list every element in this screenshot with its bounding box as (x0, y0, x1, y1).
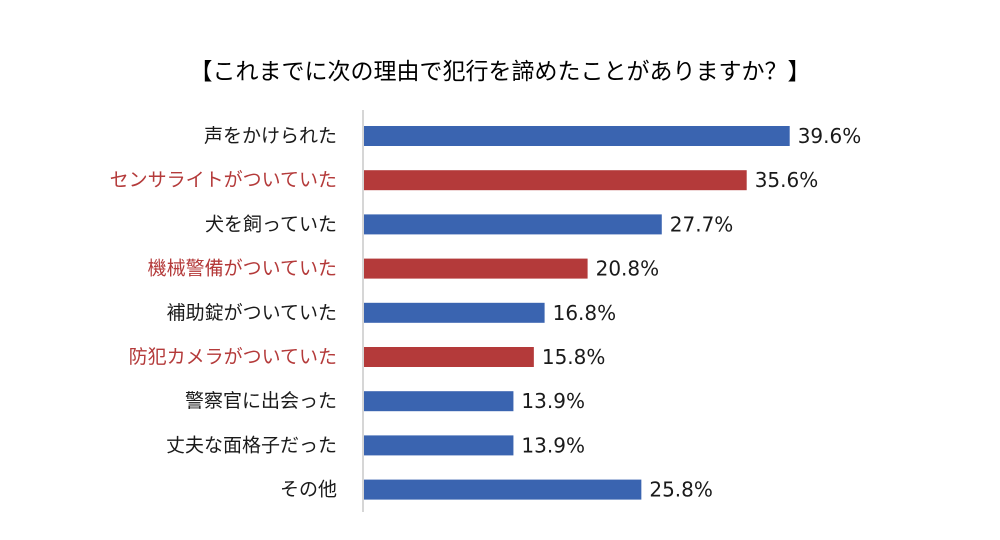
value-label: 39.6% (798, 124, 862, 148)
bar (364, 214, 662, 235)
category-label: センサライトがついていた (110, 169, 337, 191)
value-label: 16.8% (553, 301, 617, 325)
category-label: 警察官に出会った (185, 390, 337, 412)
value-label: 20.8% (596, 257, 660, 281)
bar (364, 302, 545, 323)
bar (364, 479, 642, 500)
category-label: 機械警備がついていた (148, 258, 337, 280)
bar (364, 391, 514, 412)
value-label: 13.9% (521, 433, 585, 457)
value-label: 25.8% (649, 478, 713, 502)
value-label: 27.7% (670, 212, 734, 236)
category-label: 防犯カメラがついていた (129, 346, 337, 368)
bar (364, 258, 588, 279)
bar (364, 170, 747, 191)
bar (364, 347, 534, 367)
bar (364, 435, 514, 456)
category-label: 声をかけられた (204, 125, 337, 147)
category-label: 丈夫な面格子だった (166, 434, 337, 456)
bar (364, 126, 790, 146)
category-label: その他 (280, 479, 337, 501)
bars-group: 声をかけられた 39.6% センサライトがついていた 35.6% 犬を飼っていた 27.7… (110, 124, 862, 502)
category-label: 犬を飼っていた (205, 213, 337, 235)
value-label: 35.6% (755, 168, 819, 192)
value-label: 13.9% (521, 389, 585, 413)
value-label: 15.8% (542, 345, 606, 369)
category-label: 補助錠がついていた (167, 302, 337, 324)
chart-title: 【これまでに次の理由で犯行を諦めたことがありますか？】 (190, 59, 811, 85)
